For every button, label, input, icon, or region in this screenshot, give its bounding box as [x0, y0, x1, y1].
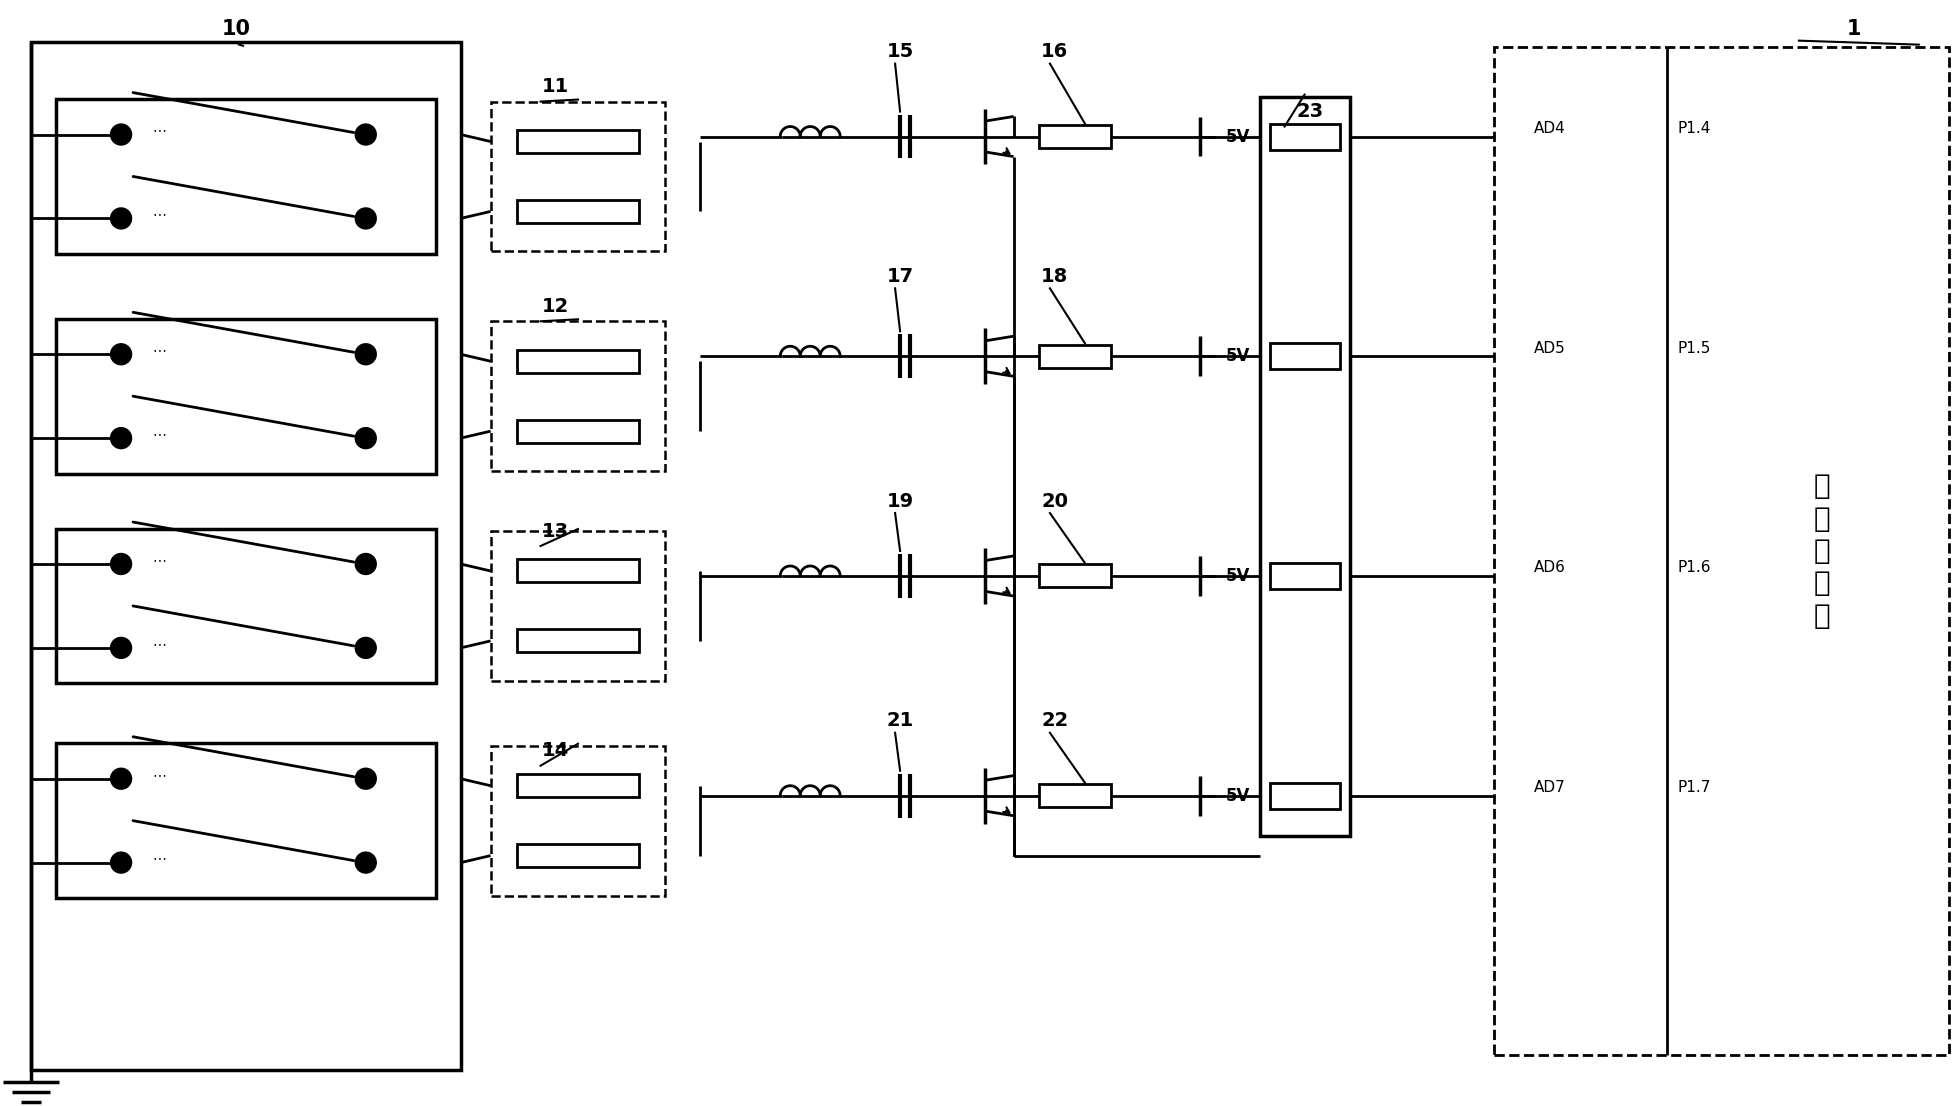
Bar [57, 743, 436, 898]
Bar [57, 100, 436, 254]
Text: ⋯: ⋯ [152, 852, 166, 866]
Bar [518, 419, 639, 442]
Circle shape [111, 428, 131, 448]
Text: 5V: 5V [1225, 127, 1250, 146]
Text: ⋯: ⋯ [152, 768, 166, 782]
Bar [1269, 343, 1340, 369]
Text: P1.4: P1.4 [1678, 121, 1711, 136]
Bar [1039, 125, 1111, 148]
Bar [518, 131, 639, 153]
Bar [1039, 784, 1111, 807]
Text: P1.6: P1.6 [1678, 561, 1711, 575]
Circle shape [355, 638, 375, 658]
Text: AD4: AD4 [1535, 121, 1566, 136]
Text: 17: 17 [887, 267, 914, 285]
Circle shape [355, 554, 375, 574]
Bar [518, 560, 639, 583]
Circle shape [355, 428, 375, 448]
Text: P1.7: P1.7 [1678, 780, 1711, 795]
Text: AD6: AD6 [1535, 561, 1566, 575]
Text: ⋯: ⋯ [152, 553, 166, 567]
Text: ⋯: ⋯ [152, 343, 166, 357]
Circle shape [355, 208, 375, 229]
Circle shape [111, 853, 131, 873]
Circle shape [355, 125, 375, 145]
Bar [518, 200, 639, 223]
Text: 12: 12 [541, 296, 568, 316]
Bar [518, 349, 639, 373]
Bar [490, 745, 666, 896]
Text: P1.5: P1.5 [1678, 341, 1711, 356]
Text: 控
制
器
单
元: 控 制 器 单 元 [1812, 472, 1830, 629]
Text: 5V: 5V [1225, 347, 1250, 365]
Text: 20: 20 [1041, 491, 1068, 511]
Text: 13: 13 [543, 522, 568, 541]
Bar [1039, 564, 1111, 587]
Text: AD5: AD5 [1535, 341, 1566, 356]
Bar [518, 629, 639, 653]
Circle shape [111, 638, 131, 658]
Bar [1039, 345, 1111, 367]
Bar [490, 531, 666, 681]
Bar [57, 319, 436, 473]
Text: ⋯: ⋯ [152, 124, 166, 137]
Text: 16: 16 [1041, 42, 1068, 61]
Bar [490, 102, 666, 251]
Circle shape [111, 554, 131, 574]
Bar [518, 774, 639, 797]
Text: 21: 21 [887, 711, 914, 730]
Bar [1269, 124, 1340, 149]
Text: 5V: 5V [1225, 567, 1250, 585]
Text: 23: 23 [1297, 102, 1322, 121]
Text: 11: 11 [541, 77, 568, 96]
Bar [57, 529, 436, 684]
Circle shape [111, 125, 131, 145]
Text: ⋯: ⋯ [152, 637, 166, 651]
Bar [1260, 96, 1350, 836]
Text: 14: 14 [541, 741, 568, 760]
Bar [490, 321, 666, 471]
Text: 18: 18 [1041, 267, 1068, 285]
Text: 22: 22 [1041, 711, 1068, 730]
Circle shape [111, 769, 131, 789]
Bar [1494, 46, 1949, 1055]
Circle shape [355, 769, 375, 789]
Text: ⋯: ⋯ [152, 208, 166, 221]
Bar [1269, 563, 1340, 589]
Circle shape [355, 853, 375, 873]
Text: 10: 10 [221, 19, 250, 39]
Bar [31, 42, 461, 1071]
Text: 1: 1 [1848, 19, 1861, 39]
Circle shape [111, 344, 131, 364]
Text: ⋯: ⋯ [152, 427, 166, 441]
Text: 15: 15 [887, 42, 914, 61]
Text: 5V: 5V [1225, 786, 1250, 805]
Text: 19: 19 [887, 491, 914, 511]
Bar [1269, 783, 1340, 808]
Circle shape [111, 208, 131, 229]
Circle shape [355, 344, 375, 364]
Bar [518, 844, 639, 867]
Text: AD7: AD7 [1535, 780, 1566, 795]
